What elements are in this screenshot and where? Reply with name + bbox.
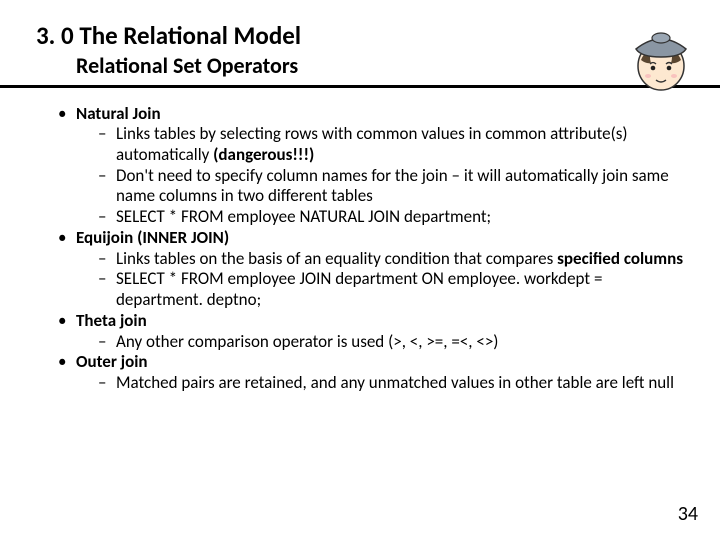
bullet-outer-join: Outer join Matched pairs are retained, a…: [58, 352, 684, 393]
bullet-natural-join: Natural Join Links tables by selecting r…: [58, 104, 684, 228]
specified-columns-text: specified columns: [557, 248, 683, 269]
sub-text: Links tables on the basis of an equality…: [116, 248, 557, 269]
slide-subtitle: Relational Set Operators: [76, 52, 684, 79]
bullet-equijoin: Equijoin (INNER JOIN) Links tables on th…: [58, 228, 684, 311]
sub-bullet: SELECT * FROM employee NATURAL JOIN depa…: [98, 207, 684, 228]
sub-text: SELECT * FROM employee JOIN department O…: [116, 268, 602, 310]
sub-text: Matched pairs are retained, and any unma…: [116, 372, 674, 393]
title-divider: [0, 85, 720, 88]
bullet-list: Natural Join Links tables by selecting r…: [36, 104, 684, 394]
sub-bullet: Links tables by selecting rows with comm…: [98, 124, 684, 165]
slide-title: 3. 0 The Relational Model: [36, 22, 684, 50]
sub-bullet: Links tables on the basis of an equality…: [98, 249, 684, 270]
page-number: 34: [678, 502, 698, 526]
bullet-theta-join: Theta join Any other comparison operator…: [58, 311, 684, 352]
sub-text: Links tables by selecting rows with comm…: [116, 123, 628, 165]
cartoon-avatar-icon: [626, 24, 696, 94]
sub-bullet: Any other comparison operator is used (>…: [98, 332, 684, 353]
sub-list: Links tables by selecting rows with comm…: [76, 124, 684, 228]
slide-content: Natural Join Links tables by selecting r…: [36, 104, 684, 394]
sub-list: Any other comparison operator is used (>…: [76, 332, 684, 353]
bullet-head: Outer join: [76, 351, 148, 372]
dangerous-text: (dangerous!!!): [213, 144, 314, 165]
sub-list: Links tables on the basis of an equality…: [76, 249, 684, 311]
sub-list: Matched pairs are retained, and any unma…: [76, 373, 684, 394]
slide: 3. 0 The Relational Model Relational Set…: [0, 0, 720, 540]
sub-bullet: Don't need to specify column names for t…: [98, 166, 684, 207]
bullet-head: Equijoin (INNER JOIN): [76, 227, 229, 248]
sub-text: Don't need to specify column names for t…: [116, 165, 669, 207]
sub-text: Any other comparison operator is used (>…: [116, 331, 498, 352]
sub-text: SELECT * FROM employee NATURAL JOIN depa…: [116, 206, 491, 227]
sub-bullet: SELECT * FROM employee JOIN department O…: [98, 269, 684, 310]
bullet-head: Theta join: [76, 310, 147, 331]
bullet-head: Natural Join: [76, 103, 161, 124]
sub-bullet: Matched pairs are retained, and any unma…: [98, 373, 684, 394]
